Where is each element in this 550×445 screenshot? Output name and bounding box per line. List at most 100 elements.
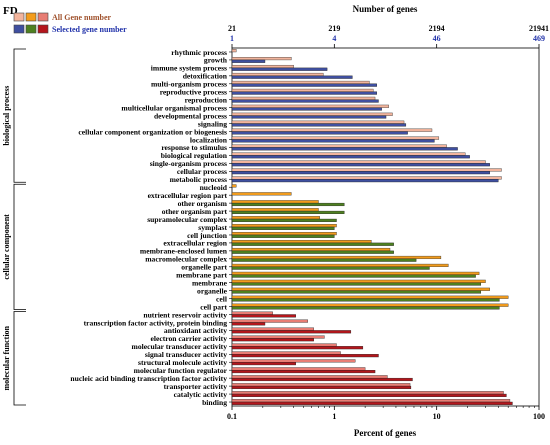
group-bracket [13,183,26,310]
category-label: organelle [197,286,228,295]
bar-all-genes [231,120,405,124]
category-label: response to stimulus [161,143,227,152]
bar-all-genes [231,279,486,283]
category-label: reproduction [185,96,228,105]
bar-all-genes [231,128,433,132]
category-label: organelle part [181,263,227,272]
top-tick-selected-label: 46 [433,34,441,43]
category-label: electron carrier activity [151,334,228,343]
bar-all-genes [231,327,314,331]
bar-selected-genes [231,91,377,95]
top-tick-selected-label: 1 [230,34,234,43]
x-tick-label: 100 [533,412,545,421]
legend-all-swatch-mf [37,12,49,22]
bar-all-genes [231,224,337,228]
legend-selected-swatch-mf [37,24,49,34]
bar-selected-genes [231,147,458,151]
bar-selected-genes [231,338,314,342]
group-bracket [13,311,26,406]
bar-all-genes [231,192,292,196]
legend-all-swatch-cc [25,12,37,22]
bar-selected-genes [231,115,387,119]
category-label: signaling [198,119,227,128]
bar-selected-genes [231,155,470,159]
bar-all-genes [231,208,319,212]
group-label: molecular function [2,325,11,390]
top-tick-all-label: 219 [328,24,340,33]
category-label: structural molecule activity [138,358,227,367]
legend-selected-label: Selected gene number [52,25,127,34]
bar-selected-genes [231,163,490,167]
top-axis-label: Number of genes [353,4,418,14]
legend-all-label: All Gene number [52,13,112,22]
group-bracket [13,48,26,183]
bar-selected-genes [231,218,337,222]
bar-selected-genes [231,210,345,214]
bar-all-genes [231,80,370,84]
bar-selected-genes [231,393,507,397]
bar-selected-genes [231,242,394,246]
bar-selected-genes [231,67,328,71]
bar-selected-genes [231,123,407,127]
bar-all-genes [231,343,337,347]
category-label: transcription factor activity, protein b… [84,318,228,327]
bar-selected-genes [231,250,394,254]
bar-selected-genes [231,401,513,405]
bar-all-genes [231,311,273,315]
category-label: developmental process [154,111,227,120]
bar-all-genes [231,96,376,100]
category-label: metabolic process [170,175,227,184]
category-label: molecular transducer activity [132,342,228,351]
bar-all-genes [231,232,337,236]
category-label: transporter activity [164,382,228,391]
bar-selected-genes [231,59,266,63]
legend-selected-swatch-bp [13,24,25,34]
category-label: cell junction [187,231,228,240]
bar-all-genes [231,88,374,92]
bar-selected-genes [231,298,500,302]
bar-all-genes [231,49,237,53]
category-label: extracellular region part [148,191,228,200]
bar-all-genes [231,303,509,307]
bar-all-genes [231,383,411,387]
top-tick-all-label: 21941 [529,24,549,33]
bar-selected-genes [231,226,335,230]
legend-selected-swatch-cc [25,24,37,34]
bar-all-genes [231,271,480,275]
bar-selected-genes [231,362,296,366]
bar-selected-genes [231,314,296,318]
bar-selected-genes [231,290,482,294]
category-label: membrane part [176,271,227,280]
bar-all-genes [231,399,511,403]
bar-selected-genes [231,139,435,143]
bar-all-genes [231,144,447,148]
bar-selected-genes [231,234,335,238]
category-label: antioxidant activity [164,326,227,335]
group-label: biological process [2,86,11,146]
bar-all-genes [231,391,504,395]
bar-all-genes [231,64,294,69]
bar-selected-genes [231,131,408,135]
category-label: catalytic activity [174,390,228,399]
bar-selected-genes [231,330,352,334]
category-label: cell [216,294,227,303]
category-label: single-organism process [150,159,227,168]
category-label: biological regulation [161,151,228,160]
category-label: binding [202,398,227,407]
bar-selected-genes [231,282,482,286]
bar-selected-genes [231,83,377,87]
bar-all-genes [231,160,486,164]
category-label: macromolecular complex [145,255,227,264]
top-tick-selected-label: 469 [533,34,545,43]
bar-selected-genes [231,202,345,207]
category-label: nutrient reservoir activity [143,310,227,319]
bar-all-genes [231,176,502,180]
top-tick-selected-label: 4 [332,34,336,43]
bar-selected-genes [231,266,430,270]
bar-all-genes [231,263,449,267]
category-label: growth [204,56,228,65]
bar-all-genes [231,72,324,77]
bar-all-genes [231,247,391,252]
category-label: cellular process [177,167,227,176]
